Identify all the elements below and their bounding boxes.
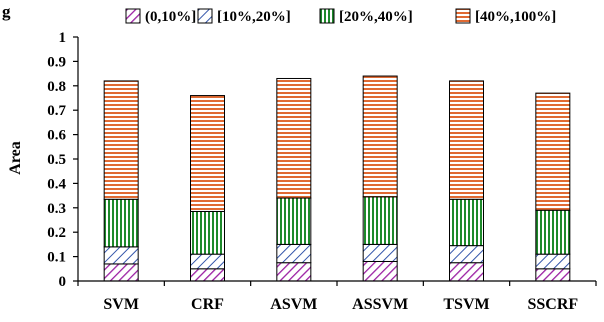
bar-segment-asvm-3 <box>276 197 312 245</box>
legend-label: [20%,40%] <box>339 9 413 25</box>
bar-segment-tsvm-2 <box>449 245 484 264</box>
bar-segment-assvm-3 <box>362 196 398 245</box>
bar-segment-asvm-1 <box>276 262 312 282</box>
y-tick-label: 0.2 <box>47 225 66 241</box>
bar-segment-crf-1 <box>190 268 225 282</box>
x-category-label: ASSVM <box>352 296 408 313</box>
legend-swatch <box>319 8 335 24</box>
bar-segment-asvm-4 <box>276 77 312 199</box>
y-tick-label: 0.5 <box>47 152 66 168</box>
y-tick-label: 0 <box>59 274 67 290</box>
bar-segment-tsvm-3 <box>449 198 484 247</box>
bar-segment-tsvm-4 <box>449 80 484 200</box>
top-left-text-fragment: g <box>2 2 11 21</box>
bar-segment-asvm-2 <box>276 243 312 264</box>
bar-segment-svm-1 <box>103 263 139 282</box>
legend-label: [10%,20%] <box>217 9 291 25</box>
x-category-label: CRF <box>191 296 224 313</box>
y-tick-label: 0.8 <box>47 79 66 95</box>
bar-segment-svm-4 <box>103 80 139 200</box>
y-axis: 0 0.1 0.2 0.3 0.4 0.5 0.6 0.7 0.8 0.9 1 <box>47 30 79 290</box>
y-tick-label: 0.9 <box>47 54 66 70</box>
bar-segment-assvm-1 <box>362 260 398 282</box>
bar-segment-sscrf-2 <box>535 253 571 270</box>
y-tick-label: 0.7 <box>47 103 66 119</box>
bar-segment-tsvm-1 <box>449 262 484 282</box>
legend-label: (0,10%] <box>145 9 196 25</box>
bar-segment-svm-2 <box>103 246 139 265</box>
y-tick-label: 0.4 <box>47 176 66 192</box>
x-category-label: SSCRF <box>527 296 578 313</box>
bar-segment-sscrf-4 <box>535 92 571 211</box>
bar-segment-crf-4 <box>190 95 225 212</box>
x-axis: SVM CRF ASVM ASSVM TSVM SSCRF <box>77 280 597 313</box>
y-axis-label: Area <box>7 141 24 174</box>
legend-swatch <box>125 8 141 24</box>
legend-swatch <box>197 8 213 24</box>
bar-segment-crf-3 <box>190 210 225 255</box>
bar-segment-assvm-2 <box>362 243 398 262</box>
bar-segment-assvm-4 <box>362 75 398 198</box>
bar-segment-sscrf-1 <box>535 268 571 282</box>
y-tick-label: 0.1 <box>47 250 66 266</box>
legend: (0,10%] [10%,20%] [20%,40%] [40%,100%] <box>125 8 556 25</box>
legend-swatch <box>455 8 471 24</box>
y-tick-label: 0.3 <box>47 201 66 217</box>
bar-segment-svm-3 <box>103 198 139 248</box>
x-category-label: TSVM <box>443 296 489 313</box>
bar-segment-crf-2 <box>190 253 225 270</box>
bar-segment-sscrf-3 <box>535 209 571 255</box>
legend-label: [40%,100%] <box>475 9 556 25</box>
x-category-label: ASVM <box>270 296 317 313</box>
x-category-label: SVM <box>103 296 139 313</box>
y-tick-label: 0.6 <box>47 128 66 144</box>
bars <box>103 75 571 282</box>
y-tick-label: 1 <box>59 30 67 46</box>
